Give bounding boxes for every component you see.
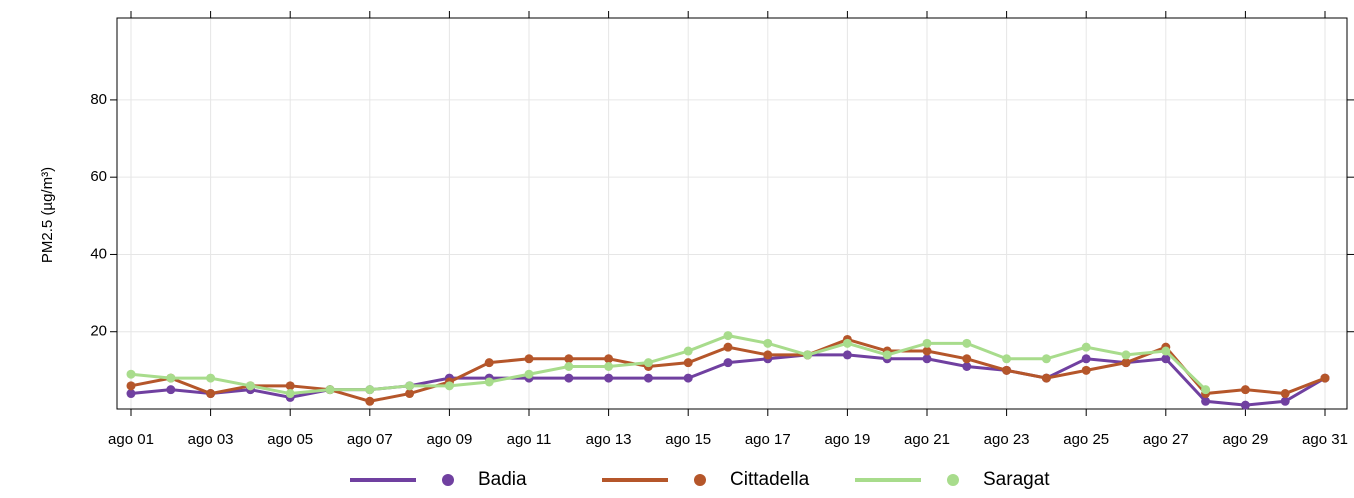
point <box>1081 354 1091 364</box>
point <box>1201 396 1211 406</box>
point <box>1161 354 1171 364</box>
x-tick-label: ago 23 <box>984 431 1030 448</box>
x-tick-label: ago 17 <box>745 431 791 448</box>
point <box>683 346 693 356</box>
legend-point <box>694 474 706 486</box>
x-tick-label: ago 29 <box>1222 431 1268 448</box>
point <box>723 331 733 341</box>
legend-label: Saragat <box>983 469 1050 490</box>
point <box>1320 373 1330 383</box>
point <box>1002 354 1012 364</box>
point <box>683 373 693 383</box>
point <box>604 354 614 364</box>
point <box>643 358 653 368</box>
point <box>922 338 932 348</box>
point <box>365 396 375 406</box>
point <box>962 354 972 364</box>
x-tick-label: ago 05 <box>267 431 313 448</box>
point <box>1240 400 1250 410</box>
point <box>564 354 574 364</box>
x-tick-label: ago 07 <box>347 431 393 448</box>
point <box>1002 365 1012 375</box>
point <box>166 373 176 383</box>
point <box>1280 396 1290 406</box>
point <box>206 373 216 383</box>
point <box>922 354 932 364</box>
point <box>723 358 733 368</box>
point <box>1121 350 1131 360</box>
series-line <box>130 334 1207 396</box>
x-tick-label: ago 21 <box>904 431 950 448</box>
point <box>1041 373 1051 383</box>
point <box>1161 346 1171 356</box>
x-tick-label: ago 01 <box>108 431 154 448</box>
point <box>206 389 216 399</box>
point <box>1121 358 1131 368</box>
legend-label: Cittadella <box>730 469 810 490</box>
point <box>1280 389 1290 399</box>
legend-point <box>947 474 959 486</box>
point <box>842 350 852 360</box>
point <box>1041 354 1051 364</box>
x-tick-label: ago 31 <box>1302 431 1348 448</box>
point <box>564 373 574 383</box>
point <box>524 369 534 379</box>
point <box>1240 385 1250 395</box>
point <box>763 350 773 360</box>
point <box>803 350 813 360</box>
x-tick-label: ago 19 <box>824 431 870 448</box>
point <box>842 338 852 348</box>
point <box>285 389 295 399</box>
point <box>882 350 892 360</box>
point <box>444 381 454 391</box>
y-tick-label: 80 <box>90 91 107 108</box>
y-tick-label: 20 <box>90 323 107 340</box>
x-tick-label: ago 27 <box>1143 431 1189 448</box>
point <box>604 362 614 371</box>
point <box>524 354 534 364</box>
point <box>922 346 932 356</box>
x-tick-label: ago 09 <box>426 431 472 448</box>
plot-frame <box>116 17 1348 410</box>
point <box>285 381 295 391</box>
point <box>564 362 574 371</box>
y-tick-label: 60 <box>90 168 107 185</box>
point <box>484 377 494 387</box>
point <box>365 385 375 395</box>
x-tick-label: ago 11 <box>507 431 552 448</box>
x-tick-label: ago 15 <box>665 431 711 448</box>
x-tick-label: ago 13 <box>586 431 632 448</box>
y-axis-label: PM2.5 (µg/m³) <box>39 167 56 263</box>
point <box>962 362 972 371</box>
point <box>245 381 255 391</box>
point <box>683 358 693 368</box>
point <box>962 338 972 348</box>
point <box>405 381 415 391</box>
point <box>643 373 653 383</box>
point <box>1081 365 1091 375</box>
point <box>166 385 176 395</box>
point <box>484 358 494 368</box>
point <box>126 381 136 391</box>
legend-label: Badia <box>478 469 527 490</box>
point <box>763 338 773 348</box>
point <box>1201 385 1211 395</box>
y-tick-label: 40 <box>90 245 107 262</box>
point <box>1081 342 1091 352</box>
legend-point <box>442 474 454 486</box>
point <box>405 389 415 399</box>
point <box>126 369 136 379</box>
point <box>126 389 136 399</box>
x-tick-label: ago 25 <box>1063 431 1109 448</box>
point <box>604 373 614 383</box>
point <box>325 385 335 395</box>
point <box>723 342 733 352</box>
x-tick-label: ago 03 <box>188 431 234 448</box>
